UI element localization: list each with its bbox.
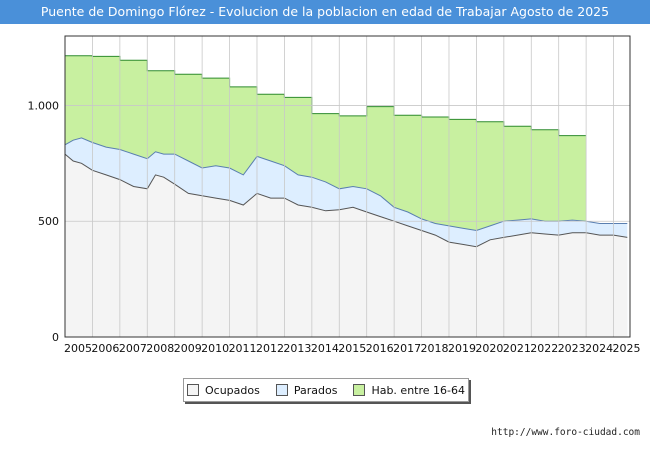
x-tick-label-2008: 2008	[146, 342, 174, 355]
x-tick-label-2012: 2012	[256, 342, 284, 355]
x-tick-label-2009: 2009	[174, 342, 202, 355]
legend: Ocupados Parados Hab. entre 16-64	[183, 378, 469, 402]
legend-swatch-hab	[353, 384, 366, 396]
x-tick-label-2019: 2019	[448, 342, 476, 355]
legend-swatch-parados	[275, 384, 288, 396]
x-tick-label-2011: 2011	[229, 342, 257, 355]
chart-title: Puente de Domingo Flórez - Evolucion de …	[0, 0, 650, 24]
x-tick-label-2020: 2020	[475, 342, 503, 355]
plot-frame	[64, 35, 631, 338]
x-tick-label-2005: 2005	[64, 342, 92, 355]
legend-label-parados: Parados	[293, 383, 338, 397]
chart: FORO-CIUDAD.COM05001.0002005200620072008…	[28, 35, 641, 355]
x-tick-label-2014: 2014	[311, 342, 339, 355]
x-tick-label-2025: 2025	[613, 342, 641, 355]
x-tick-label-2007: 2007	[119, 342, 147, 355]
series-line-parados	[64, 137, 628, 232]
y-tick-label-1000: 1.000	[28, 99, 60, 112]
series-line-hab-entre-16-64	[65, 55, 587, 137]
x-tick-label-2015: 2015	[338, 342, 366, 355]
x-tick-label-2018: 2018	[421, 342, 449, 355]
x-tick-label-2010: 2010	[201, 342, 229, 355]
series-area-ocupados	[65, 154, 628, 337]
legend-swatch-ocupados	[186, 384, 199, 396]
x-tick-label-2013: 2013	[283, 342, 311, 355]
legend-item-ocupados: Ocupados	[186, 383, 260, 397]
x-tick-label-2022: 2022	[530, 342, 558, 355]
x-tick-label-2017: 2017	[393, 342, 421, 355]
source-link[interactable]: http://www.foro-ciudad.com	[491, 427, 640, 438]
y-tick-label-0: 0	[52, 331, 59, 344]
x-tick-label-2024: 2024	[585, 342, 613, 355]
x-tick-label-2006: 2006	[91, 342, 119, 355]
x-tick-label-2016: 2016	[366, 342, 394, 355]
series-line-ocupados	[64, 153, 628, 248]
legend-label-ocupados: Ocupados	[204, 383, 260, 397]
x-tick-label-2021: 2021	[503, 342, 531, 355]
legend-item-parados: Parados	[275, 383, 338, 397]
y-tick-label-500: 500	[38, 215, 59, 228]
x-tick-label-2023: 2023	[558, 342, 586, 355]
legend-label-hab: Hab. entre 16-64	[371, 383, 465, 397]
legend-item-hab: Hab. entre 16-64	[353, 384, 465, 397]
